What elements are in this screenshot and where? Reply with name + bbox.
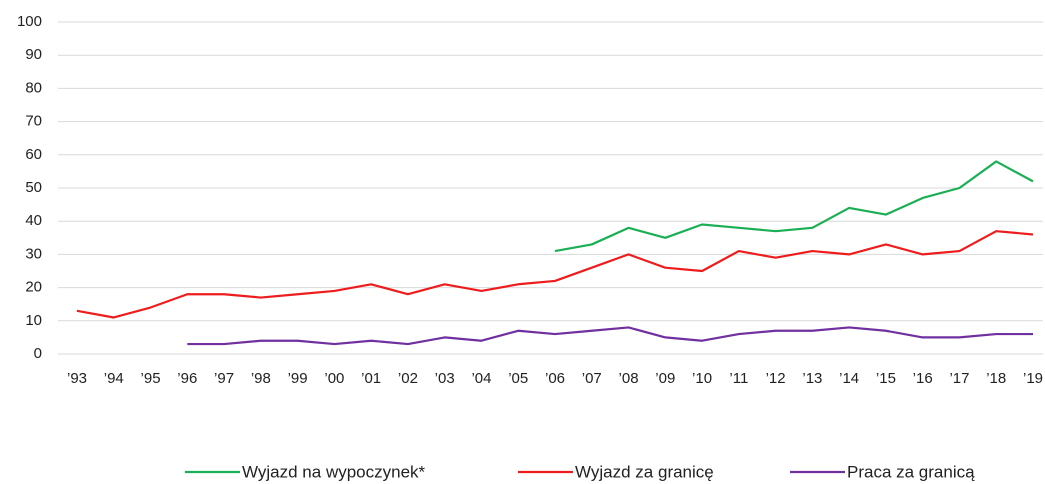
x-tick-label: ’11 [729,370,748,387]
series-line [554,160,1034,253]
x-tick-label: ’15 [876,370,896,387]
y-tick-label: 20 [25,279,42,296]
x-tick-label: ’93 [67,370,87,387]
x-tick-label: ’95 [141,370,161,387]
x-tick-label: ’00 [324,370,344,387]
series-line [187,326,1033,346]
legend-label: Wyjazd za granicę [575,462,714,481]
y-tick-label: 100 [17,13,42,30]
series-line [76,230,1034,319]
y-tick-label: 70 [25,113,42,130]
x-tick-label: ’97 [214,370,234,387]
x-tick-label: ’07 [582,370,602,387]
x-tick-label: ’05 [508,370,528,387]
x-tick-label: ’12 [766,370,786,387]
x-tick-label: ’14 [839,370,859,387]
y-tick-label: 10 [25,312,42,329]
x-tick-label: ’98 [251,370,271,387]
legend-label: Wyjazd na wypoczynek* [242,462,426,481]
x-tick-label: ’96 [177,370,197,387]
x-tick-label: ’16 [913,370,933,387]
x-tick-label: ’01 [361,370,381,387]
x-tick-label: ’17 [949,370,969,387]
y-tick-label: 40 [25,212,42,229]
y-tick-label: 80 [25,79,42,96]
x-tick-label: ’18 [986,370,1006,387]
x-tick-label: ’10 [692,370,712,387]
y-tick-label: 60 [25,146,42,163]
x-tick-label: ’13 [802,370,822,387]
y-tick-label: 90 [25,46,42,63]
x-tick-label: ’94 [104,370,124,387]
x-tick-label: ’99 [288,370,308,387]
x-tick-label: ’09 [655,370,675,387]
x-tick-label: ’06 [545,370,565,387]
y-tick-label: 50 [25,179,42,196]
y-tick-label: 0 [34,345,42,362]
x-tick-label: ’04 [471,370,491,387]
y-tick-label: 30 [25,245,42,262]
x-tick-label: ’03 [435,370,455,387]
x-tick-label: ’08 [619,370,639,387]
x-tick-label: ’19 [1023,370,1043,387]
x-tick-label: ’02 [398,370,418,387]
legend-label: Praca za granicą [847,462,975,481]
